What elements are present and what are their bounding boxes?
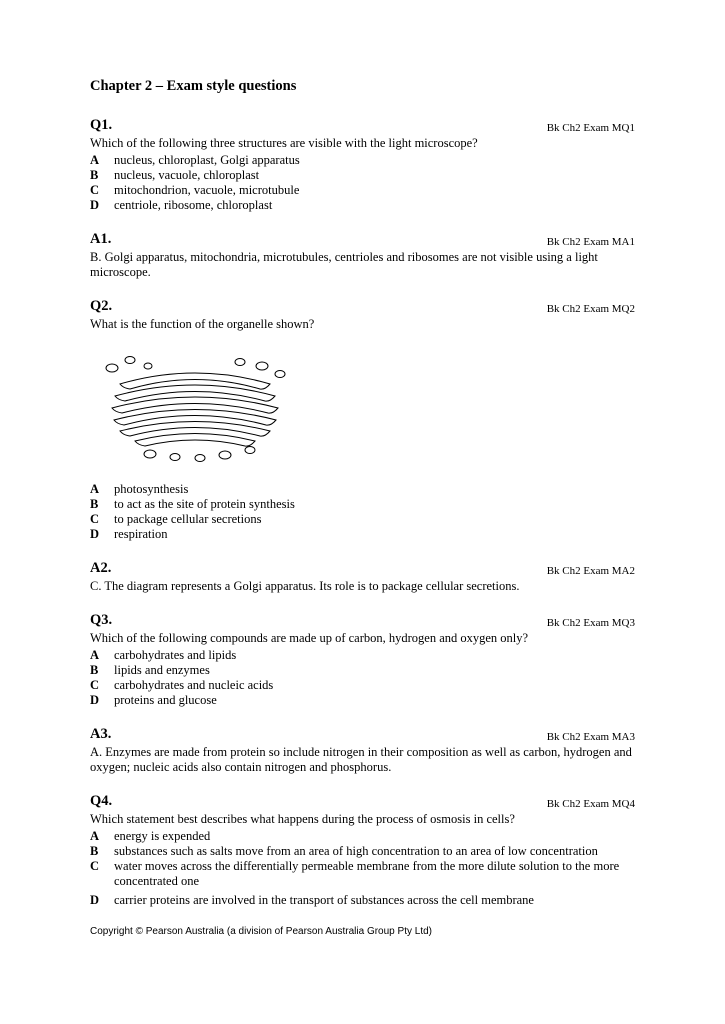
answer-3-header: A3. Bk Ch2 Exam MA3	[90, 726, 635, 743]
option-text: carrier proteins are involved in the tra…	[114, 893, 534, 908]
question-1-option-a: Anucleus, chloroplast, Golgi apparatus	[90, 153, 635, 168]
question-3: Q3. Bk Ch2 Exam MQ3 Which of the followi…	[90, 612, 635, 708]
option-text: to act as the site of protein synthesis	[114, 497, 295, 512]
question-1-header: Q1. Bk Ch2 Exam MQ1	[90, 117, 635, 134]
question-1: Q1. Bk Ch2 Exam MQ1 Which of the followi…	[90, 117, 635, 213]
option-text: nucleus, chloroplast, Golgi apparatus	[114, 153, 300, 168]
option-text: respiration	[114, 527, 167, 542]
question-3-option-d: Dproteins and glucose	[90, 693, 635, 708]
option-letter: D	[90, 693, 114, 708]
question-1-options: Anucleus, chloroplast, Golgi apparatus B…	[90, 153, 635, 213]
question-4-ref: Bk Ch2 Exam MQ4	[547, 798, 635, 810]
answer-3-ref: Bk Ch2 Exam MA3	[547, 731, 635, 743]
question-2-number: Q2.	[90, 298, 112, 315]
option-text: carbohydrates and nucleic acids	[114, 678, 273, 693]
option-letter: D	[90, 527, 114, 542]
chapter-title: Chapter 2 – Exam style questions	[90, 78, 635, 95]
option-letter: A	[90, 482, 114, 497]
question-1-text: Which of the following three structures …	[90, 136, 635, 151]
question-1-option-b: Bnucleus, vacuole, chloroplast	[90, 168, 635, 183]
question-3-option-c: Ccarbohydrates and nucleic acids	[90, 678, 635, 693]
answer-1-number: A1.	[90, 231, 111, 248]
option-text: energy is expended	[114, 829, 210, 844]
question-2-text: What is the function of the organelle sh…	[90, 317, 635, 332]
answer-1-text: B. Golgi apparatus, mitochondria, microt…	[90, 250, 635, 280]
option-text: water moves across the differentially pe…	[114, 859, 635, 889]
answer-1-ref: Bk Ch2 Exam MA1	[547, 236, 635, 248]
option-letter: C	[90, 512, 114, 527]
golgi-icon	[90, 344, 300, 464]
answer-2-number: A2.	[90, 560, 111, 577]
question-2: Q2. Bk Ch2 Exam MQ2 What is the function…	[90, 298, 635, 542]
option-letter: B	[90, 497, 114, 512]
question-2-option-a: Aphotosynthesis	[90, 482, 635, 497]
question-3-header: Q3. Bk Ch2 Exam MQ3	[90, 612, 635, 629]
option-letter: C	[90, 183, 114, 198]
option-letter: B	[90, 663, 114, 678]
question-3-options: Acarbohydrates and lipids Blipids and en…	[90, 648, 635, 708]
option-letter: A	[90, 829, 114, 844]
question-4-number: Q4.	[90, 793, 112, 810]
question-1-option-c: Cmitochondrion, vacuole, microtubule	[90, 183, 635, 198]
question-4-option-b: Bsubstances such as salts move from an a…	[90, 844, 635, 859]
question-4-option-a: Aenergy is expended	[90, 829, 635, 844]
golgi-figure	[90, 344, 635, 468]
question-4-text: Which statement best describes what happ…	[90, 812, 635, 827]
question-2-options: Aphotosynthesis Bto act as the site of p…	[90, 482, 635, 542]
question-3-option-a: Acarbohydrates and lipids	[90, 648, 635, 663]
question-4-option-c: Cwater moves across the differentially p…	[90, 859, 635, 889]
question-2-option-d: Drespiration	[90, 527, 635, 542]
option-letter: A	[90, 153, 114, 168]
answer-2-text: C. The diagram represents a Golgi appara…	[90, 579, 635, 594]
question-4-options: Aenergy is expended Bsubstances such as …	[90, 829, 635, 908]
option-letter: D	[90, 893, 114, 908]
answer-1: A1. Bk Ch2 Exam MA1 B. Golgi apparatus, …	[90, 231, 635, 280]
option-text: mitochondrion, vacuole, microtubule	[114, 183, 299, 198]
question-4: Q4. Bk Ch2 Exam MQ4 Which statement best…	[90, 793, 635, 908]
copyright-notice: Copyright © Pearson Australia (a divisio…	[90, 926, 635, 937]
option-letter: C	[90, 678, 114, 693]
question-1-number: Q1.	[90, 117, 112, 134]
question-1-ref: Bk Ch2 Exam MQ1	[547, 122, 635, 134]
answer-3-number: A3.	[90, 726, 111, 743]
answer-2-ref: Bk Ch2 Exam MA2	[547, 565, 635, 577]
option-letter: A	[90, 648, 114, 663]
option-text: carbohydrates and lipids	[114, 648, 236, 663]
answer-2-header: A2. Bk Ch2 Exam MA2	[90, 560, 635, 577]
option-text: proteins and glucose	[114, 693, 217, 708]
option-text: substances such as salts move from an ar…	[114, 844, 598, 859]
option-letter: B	[90, 168, 114, 183]
question-2-header: Q2. Bk Ch2 Exam MQ2	[90, 298, 635, 315]
question-4-option-d: Dcarrier proteins are involved in the tr…	[90, 893, 635, 908]
answer-1-header: A1. Bk Ch2 Exam MA1	[90, 231, 635, 248]
option-text: centriole, ribosome, chloroplast	[114, 198, 272, 213]
question-2-option-c: Cto package cellular secretions	[90, 512, 635, 527]
document-page: Chapter 2 – Exam style questions Q1. Bk …	[0, 0, 725, 1024]
question-4-header: Q4. Bk Ch2 Exam MQ4	[90, 793, 635, 810]
option-text: photosynthesis	[114, 482, 188, 497]
option-letter: D	[90, 198, 114, 213]
answer-2: A2. Bk Ch2 Exam MA2 C. The diagram repre…	[90, 560, 635, 594]
option-text: lipids and enzymes	[114, 663, 210, 678]
answer-3-text: A. Enzymes are made from protein so incl…	[90, 745, 635, 775]
question-3-text: Which of the following compounds are mad…	[90, 631, 635, 646]
question-2-option-b: Bto act as the site of protein synthesis	[90, 497, 635, 512]
option-text: nucleus, vacuole, chloroplast	[114, 168, 259, 183]
answer-3: A3. Bk Ch2 Exam MA3 A. Enzymes are made …	[90, 726, 635, 775]
option-letter: C	[90, 859, 114, 889]
option-letter: B	[90, 844, 114, 859]
question-1-option-d: Dcentriole, ribosome, chloroplast	[90, 198, 635, 213]
question-3-number: Q3.	[90, 612, 112, 629]
option-text: to package cellular secretions	[114, 512, 262, 527]
question-2-ref: Bk Ch2 Exam MQ2	[547, 303, 635, 315]
question-3-ref: Bk Ch2 Exam MQ3	[547, 617, 635, 629]
question-3-option-b: Blipids and enzymes	[90, 663, 635, 678]
